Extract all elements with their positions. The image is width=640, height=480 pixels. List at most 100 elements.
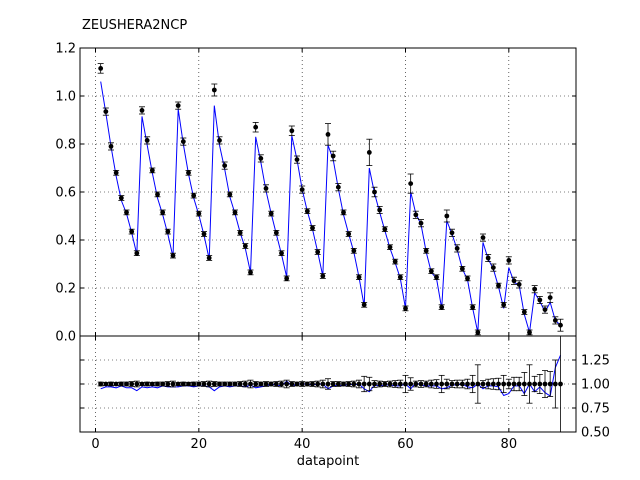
data-point [196, 381, 202, 387]
theory-series-line [100, 355, 561, 397]
data-point [124, 381, 129, 387]
data-point [377, 207, 383, 213]
data-point [160, 381, 166, 387]
data-point [475, 381, 481, 387]
data-point [222, 381, 228, 387]
data-point [444, 381, 450, 387]
theory-series-line [100, 81, 561, 333]
data-point [155, 192, 160, 197]
data-point [465, 276, 470, 281]
data-point [470, 304, 476, 310]
data-point [428, 381, 434, 387]
data-point [516, 381, 522, 387]
data-point [304, 208, 310, 214]
data-point [98, 381, 104, 387]
data-point [170, 381, 176, 387]
x-tick-label: 60 [397, 437, 414, 452]
data-point [232, 381, 238, 387]
data-point [346, 381, 352, 387]
data-point [113, 381, 119, 387]
data-point [465, 381, 470, 387]
x-tick-label: 20 [191, 437, 208, 452]
data-point [263, 186, 269, 191]
main-plot-panel: 0.0 0.2 0.4 0.6 0.8 1.0 1.2 [55, 42, 577, 345]
data-point [175, 381, 181, 387]
data-point [408, 181, 414, 187]
data-point [170, 253, 176, 258]
data-point [175, 103, 181, 108]
data-point [372, 381, 377, 387]
data-point [299, 381, 305, 387]
data-point [428, 268, 434, 274]
data-point [434, 274, 439, 280]
data-point [237, 230, 243, 236]
data-point [258, 156, 264, 161]
data-point [139, 381, 145, 387]
data-point [403, 306, 408, 311]
data-point [408, 381, 414, 387]
data-point [418, 220, 424, 226]
data-point [191, 381, 197, 387]
data-point [124, 210, 129, 215]
data-point [315, 381, 321, 387]
y-tick-label: 0.0 [55, 330, 76, 345]
data-point [387, 244, 393, 250]
data-point [201, 381, 207, 387]
data-point [284, 381, 290, 387]
data-point [501, 302, 507, 308]
data-point [268, 381, 274, 387]
data-point [186, 381, 191, 387]
data-point [387, 381, 393, 387]
data-point [227, 192, 233, 197]
y-tick-label: 0.75 [581, 402, 610, 417]
data-point [222, 163, 228, 169]
data-point [180, 139, 186, 145]
data-point [144, 381, 150, 387]
y-tick-label: 0.2 [55, 282, 76, 297]
data-point [139, 108, 145, 113]
data-point [490, 381, 496, 387]
data-point [289, 128, 295, 134]
data-point [273, 230, 279, 236]
data-point [490, 265, 496, 270]
data-point [248, 381, 253, 387]
data-point [206, 255, 212, 261]
data-point [558, 381, 563, 387]
data-point [521, 309, 527, 315]
data-point [542, 307, 548, 312]
data-point [217, 381, 222, 387]
data-point [279, 250, 284, 256]
data-point [496, 283, 501, 288]
data-point [485, 255, 491, 261]
data-point [356, 274, 362, 280]
data-point [480, 235, 486, 241]
data-point [165, 381, 171, 387]
data-point [284, 276, 290, 281]
data-point [434, 381, 439, 387]
data-point [351, 248, 357, 254]
data-point [532, 381, 538, 387]
data-point [144, 138, 150, 143]
data-point [382, 381, 388, 387]
data-point [237, 381, 243, 387]
data-point [552, 381, 558, 387]
data-point [129, 381, 135, 387]
data-point [165, 229, 171, 235]
data-point [98, 66, 104, 71]
data-point [217, 138, 222, 143]
data-point [392, 381, 398, 387]
x-tick-label: 40 [294, 437, 311, 452]
data-point [242, 381, 248, 387]
data-point [506, 258, 512, 263]
data-point [382, 226, 388, 232]
data-point [108, 144, 114, 149]
data-point [552, 318, 558, 323]
chart-title: ZEUSHERA2NCP [82, 18, 187, 33]
data-point [315, 249, 321, 255]
data-point [454, 246, 460, 251]
data-point [341, 381, 346, 387]
data-point [232, 210, 238, 215]
data-point [521, 381, 527, 387]
data-point [253, 124, 259, 130]
data-point [304, 381, 310, 387]
